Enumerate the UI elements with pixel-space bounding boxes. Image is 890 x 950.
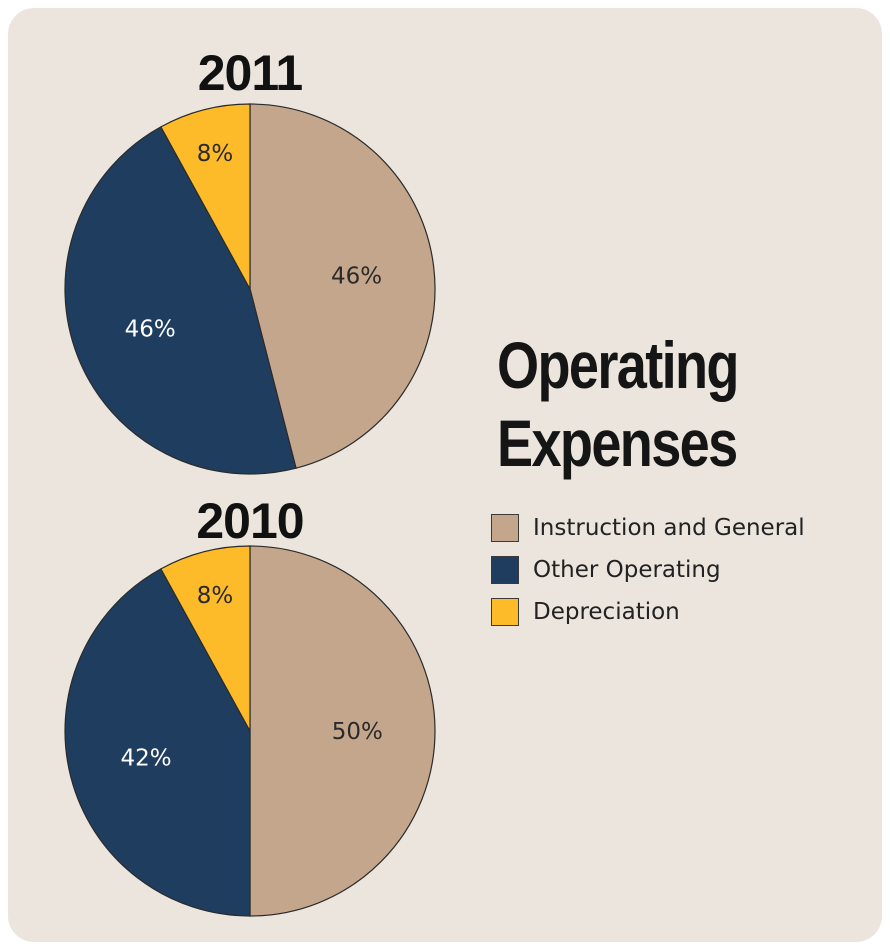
legend-label-other-operating: Other Operating <box>533 557 721 583</box>
pie-slice-2010-depreciation <box>160 545 251 732</box>
legend-swatch-depreciation <box>491 598 519 626</box>
pie-label-2010-other-operating: 42% <box>121 746 172 772</box>
pie-label-2011-depreciation: 8% <box>197 141 234 167</box>
pie-labels-2011: 46% 46% 8% <box>125 141 382 343</box>
pie-slice-2011-depreciation <box>160 103 251 290</box>
main-title-line-1: Operating <box>497 328 739 402</box>
legend-swatch-other-operating <box>491 556 519 584</box>
pie-chart-2011: 2011 46% 46% 8% <box>64 45 436 475</box>
pie-slice-2011-instruction-and-general <box>249 103 436 469</box>
pie-labels-2010: 50% 42% 8% <box>121 583 383 772</box>
legend-item-instruction: Instruction and General <box>491 507 805 549</box>
legend-label-depreciation: Depreciation <box>533 599 680 625</box>
pie-slices-2011 <box>64 103 436 475</box>
legend-label-instruction: Instruction and General <box>533 515 805 541</box>
pie-slice-2010-instruction-and-general <box>249 545 436 917</box>
pie-slice-2011-other-operating <box>64 126 297 475</box>
legend-swatch-instruction <box>491 514 519 542</box>
pie-label-2011-instruction-and-general: 46% <box>331 264 382 290</box>
pie-label-2010-instruction-and-general: 50% <box>332 719 383 745</box>
main-title: Operating Expenses <box>497 326 739 482</box>
pie-slice-2010-other-operating <box>64 568 251 917</box>
pie-label-2011-other-operating: 46% <box>125 317 176 343</box>
main-title-line-2: Expenses <box>497 406 738 480</box>
legend: Instruction and General Other Operating … <box>491 507 805 633</box>
legend-item-other-operating: Other Operating <box>491 549 805 591</box>
chart-title-2011: 2011 <box>198 45 303 101</box>
pie-chart-2010: 2010 50% 42% 8% <box>64 493 436 917</box>
chart-title-2010: 2010 <box>196 493 303 549</box>
pie-label-2010-depreciation: 8% <box>197 583 234 609</box>
pie-slices-2010 <box>64 545 436 917</box>
legend-item-depreciation: Depreciation <box>491 591 805 633</box>
